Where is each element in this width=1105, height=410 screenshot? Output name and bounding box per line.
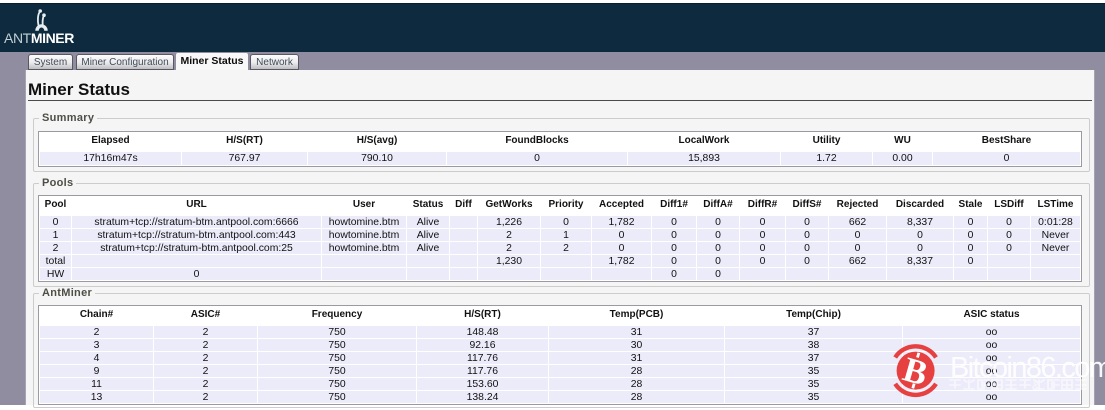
svg-text:Bitcoin86.com: Bitcoin86.com (950, 352, 1105, 384)
svg-text:&: & (1032, 378, 1041, 393)
